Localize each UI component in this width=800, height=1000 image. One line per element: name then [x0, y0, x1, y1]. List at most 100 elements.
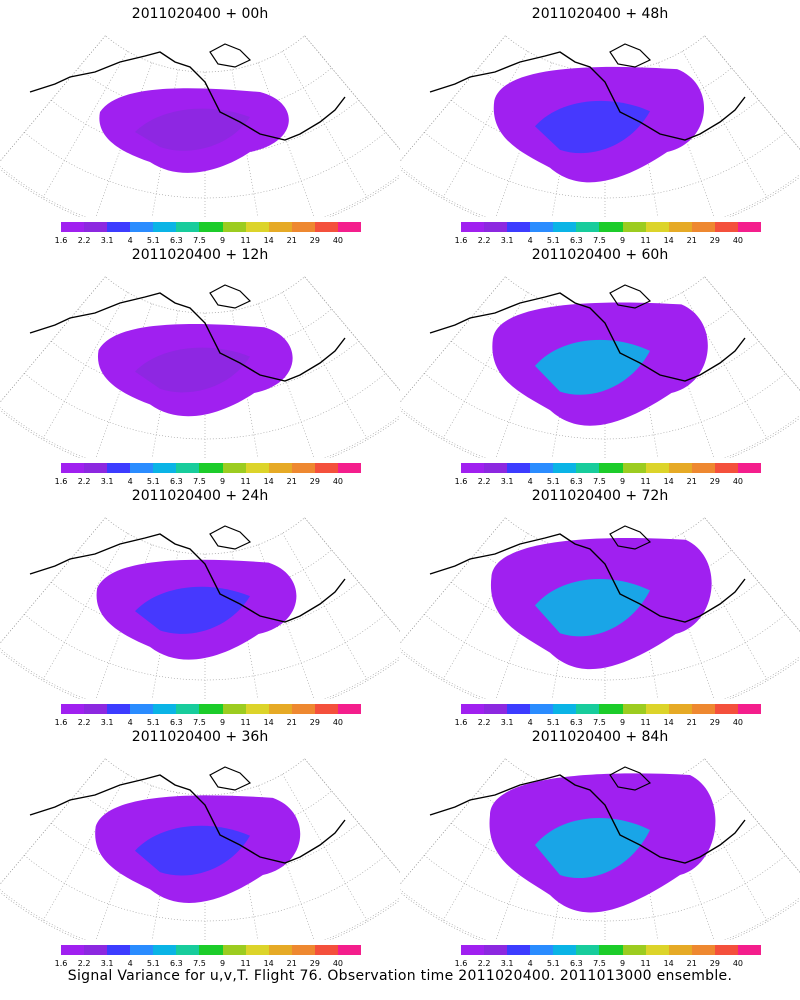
colorbar-segment [130, 463, 154, 473]
colorbar-label: 3.1 [100, 477, 114, 486]
colorbar-segment [245, 222, 270, 232]
colorbar-segment [130, 222, 154, 232]
colorbar-label: 7.5 [593, 959, 606, 968]
colorbar-segment [737, 945, 762, 955]
arctic-islands [609, 43, 652, 68]
colorbar-label: 4 [527, 477, 533, 486]
arctic-islands [209, 525, 252, 550]
colorbar-label: 11 [640, 959, 651, 968]
colorbar-segment [507, 222, 531, 232]
graticule-meridian [682, 774, 768, 922]
colorbar-segment [461, 945, 485, 955]
polar-map [0, 276, 400, 458]
figure-caption: Signal Variance for u,v,T. Flight 76. Ob… [67, 968, 733, 984]
colorbar-segment [291, 945, 316, 955]
graticule-meridian [304, 276, 400, 391]
colorbar-label: 29 [709, 236, 720, 245]
colorbar-label: 6.3 [570, 236, 583, 245]
colorbar-segment [291, 222, 316, 232]
arctic-islands [609, 284, 652, 309]
colorbar-label: 3.1 [100, 718, 114, 727]
graticule-meridian [257, 62, 315, 217]
colorbar-segment [737, 463, 762, 473]
arctic-islands [609, 525, 652, 550]
colorbar-label: 1.6 [454, 718, 468, 727]
colorbar-segment [668, 222, 693, 232]
colorbar-label: 6.3 [570, 477, 583, 486]
colorbar-label: 5.1 [146, 477, 160, 486]
colorbar-label: 29 [309, 236, 320, 245]
colorbar-segment [153, 463, 177, 473]
colorbar-label: 14 [263, 477, 274, 486]
colorbar-label: 2.2 [477, 959, 491, 968]
colorbar-segment [645, 704, 670, 714]
colorbar-segment [714, 945, 739, 955]
colorbar-segment [107, 463, 131, 473]
polar-map [0, 758, 400, 940]
map-panel: 2011020400 + 36h 1.6 2.2 3.1 4 5.1 6.3 7.5 9 11 14… [0, 723, 400, 968]
colorbar-label: 2.2 [77, 959, 91, 968]
graticule-meridian [0, 517, 106, 644]
variance-field-inner [535, 100, 650, 154]
graticule-meridian [0, 758, 106, 885]
colorbar-label: 2.2 [477, 236, 491, 245]
graticule-meridian [704, 758, 800, 873]
polar-map [0, 517, 400, 699]
colorbar-segment [61, 222, 85, 232]
polar-map [400, 517, 800, 699]
colorbar-segment [107, 945, 131, 955]
colorbar-label: 5.1 [546, 959, 560, 968]
colorbar-segment [199, 463, 224, 473]
colorbar-segment [461, 222, 485, 232]
colorbar-label: 9 [619, 718, 626, 727]
colorbar-label: 6.3 [170, 477, 183, 486]
variance-field-inner [135, 586, 250, 634]
colorbar-label: 11 [240, 959, 251, 968]
colorbar-label: 9 [219, 959, 226, 968]
graticule-meridian [704, 517, 800, 632]
colorbar-label: 2.2 [77, 236, 91, 245]
colorbar-label: 3.1 [500, 477, 514, 486]
colorbar-label: 11 [640, 477, 651, 486]
colorbar-segment [268, 222, 293, 232]
colorbar-segment [222, 463, 247, 473]
colorbar-segment [553, 463, 577, 473]
panel-title: 2011020400 + 60h [531, 247, 669, 263]
variance-field-inner [135, 825, 250, 876]
colorbar [461, 945, 762, 955]
colorbar-label: 11 [240, 718, 251, 727]
colorbar-segment [84, 704, 108, 714]
colorbar [61, 463, 362, 473]
graticule-meridian [400, 35, 506, 162]
colorbar-label: 14 [263, 718, 274, 727]
colorbar-label: 40 [732, 236, 744, 245]
graticule-meridian [400, 276, 506, 403]
variance-field-inner [535, 578, 650, 637]
colorbar-segment [153, 704, 177, 714]
colorbar-label: 1.6 [454, 236, 468, 245]
colorbar [61, 945, 362, 955]
colorbar-label: 40 [732, 477, 744, 486]
polar-map [400, 758, 800, 940]
coastline [29, 774, 346, 864]
colorbar-segment [176, 704, 200, 714]
graticule-meridian [400, 517, 506, 644]
panel-title: 2011020400 + 72h [531, 488, 669, 504]
variance-field-inner [135, 347, 250, 393]
colorbar-label: 3.1 [500, 236, 514, 245]
colorbar-segment [507, 463, 531, 473]
colorbar-segment [691, 222, 716, 232]
colorbar-segment [576, 222, 600, 232]
graticule-meridian [0, 35, 106, 162]
graticule-meridian [282, 51, 368, 199]
colorbar-label: 1.6 [54, 236, 68, 245]
colorbar-label: 14 [263, 236, 274, 245]
colorbar-segment [84, 463, 108, 473]
colorbar [461, 463, 762, 473]
map-panel: 2011020400 + 72h 1.6 2.2 3.1 4 5.1 6.3 7.5 9 11 14… [400, 482, 800, 727]
colorbar [61, 222, 362, 232]
colorbar [461, 704, 762, 714]
colorbar-segment [553, 704, 577, 714]
colorbar-label: 21 [686, 236, 697, 245]
colorbar-label: 29 [709, 959, 720, 968]
